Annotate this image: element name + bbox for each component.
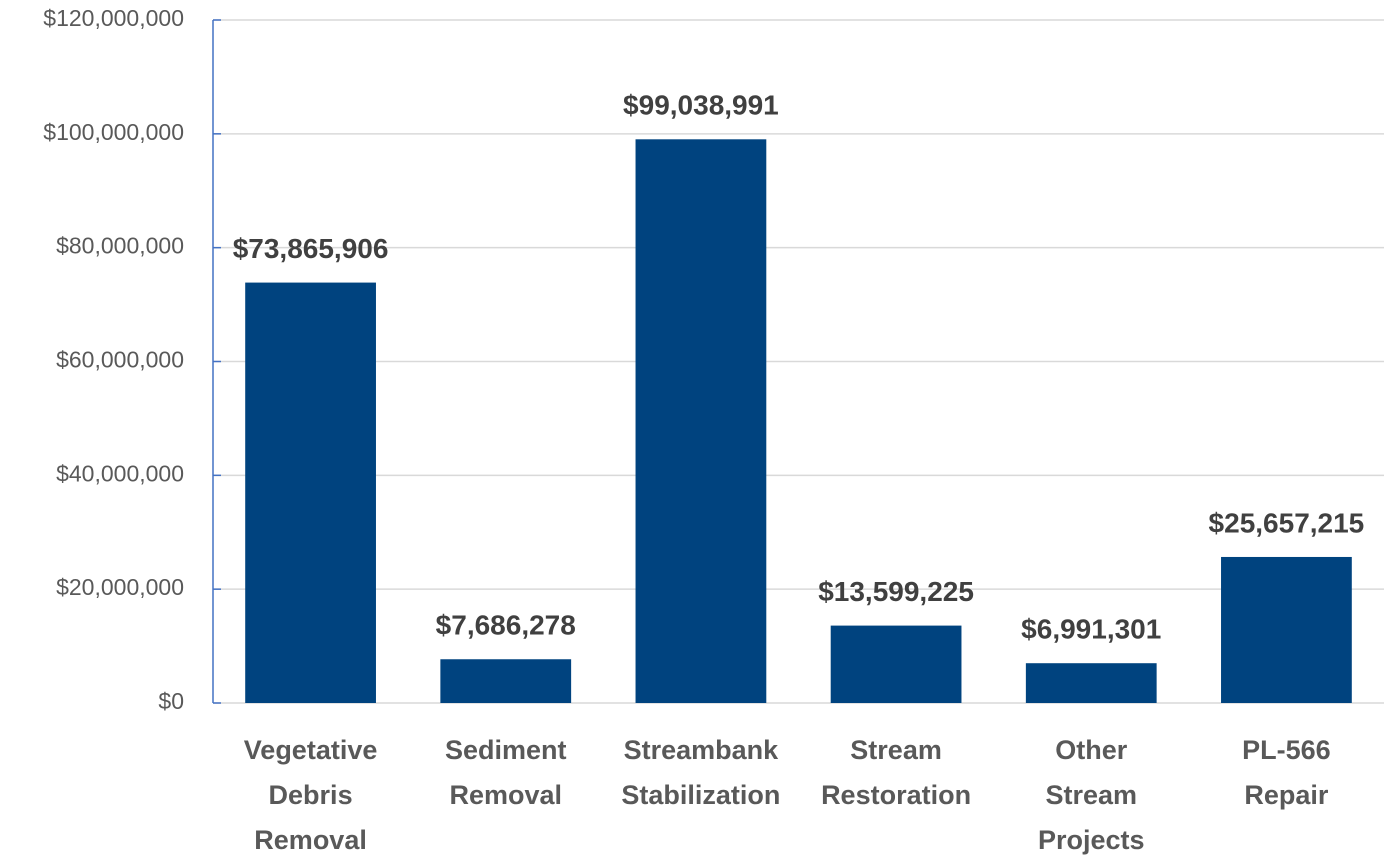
bar xyxy=(635,139,767,703)
bar xyxy=(1221,556,1352,703)
x-tick-label: PL-566 Repair xyxy=(1242,735,1331,810)
bar xyxy=(1025,663,1157,703)
x-tick-label: Sediment Removal xyxy=(445,735,567,810)
bar xyxy=(245,282,376,703)
x-tick-label: Other Stream Projects xyxy=(1038,735,1145,855)
value-label: $6,991,301 xyxy=(1021,614,1161,645)
x-tick-label: Vegetative Debris Removal xyxy=(244,735,378,855)
y-tick-label: $0 xyxy=(158,688,184,714)
bar xyxy=(440,659,572,703)
bar xyxy=(830,625,962,703)
y-tick-label: $100,000,000 xyxy=(43,119,184,145)
y-tick-label: $60,000,000 xyxy=(56,347,184,373)
value-label: $25,657,215 xyxy=(1209,507,1365,538)
x-tick-label: Streambank Stabilization xyxy=(621,735,780,810)
y-tick-label: $20,000,000 xyxy=(56,574,184,600)
value-label: $7,686,278 xyxy=(436,610,576,641)
value-label: $73,865,906 xyxy=(233,233,389,264)
y-tick-label: $120,000,000 xyxy=(43,5,184,31)
y-tick-label: $80,000,000 xyxy=(56,233,184,259)
x-tick-label: Stream Restoration xyxy=(821,735,971,810)
y-tick-label: $40,000,000 xyxy=(56,460,184,486)
value-label: $13,599,225 xyxy=(818,576,974,607)
value-label: $99,038,991 xyxy=(623,90,779,121)
